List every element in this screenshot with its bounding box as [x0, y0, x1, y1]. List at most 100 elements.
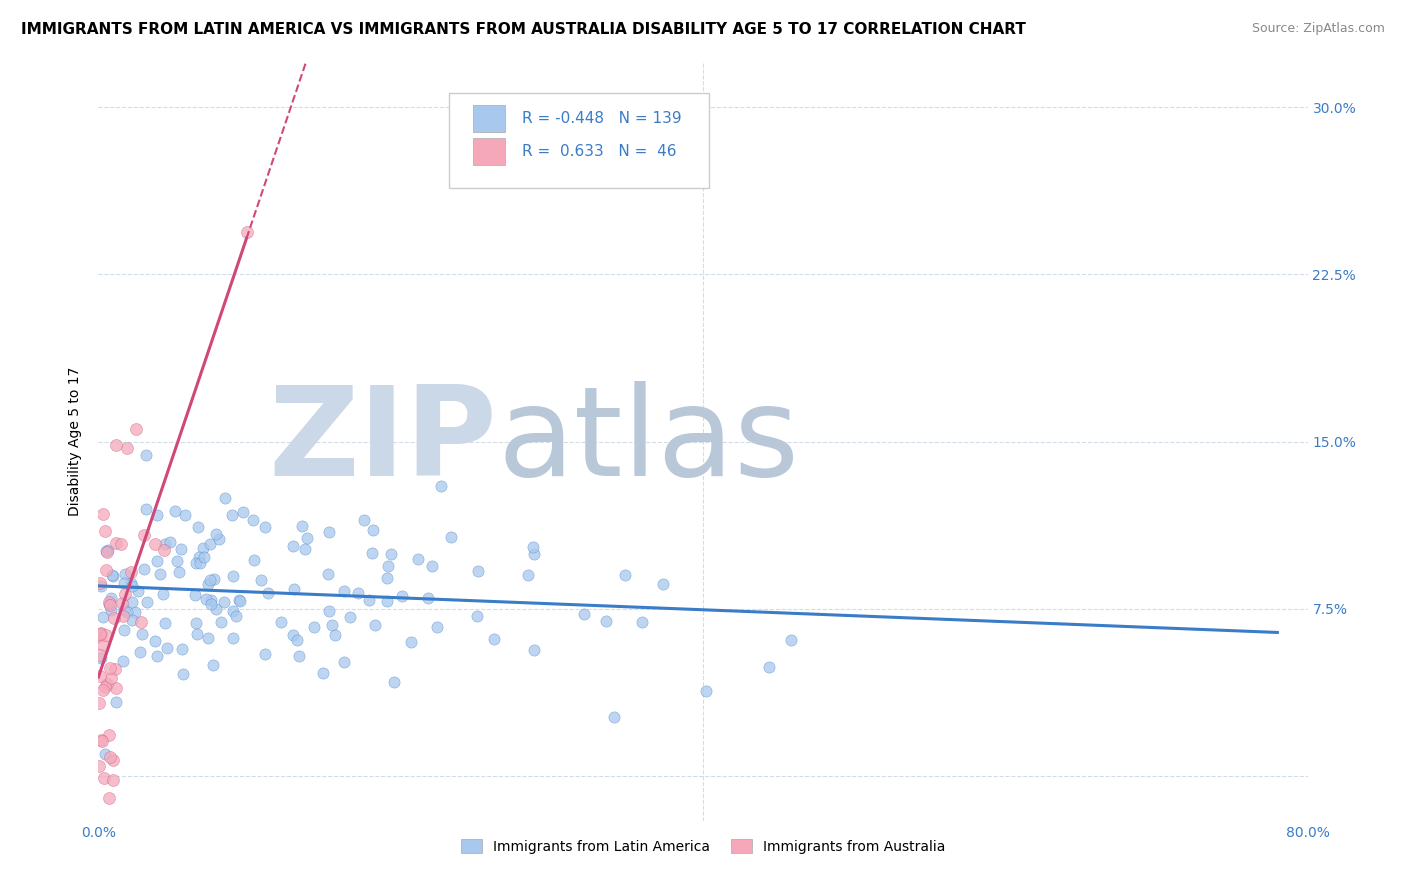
Point: [603, 710, 626, 724]
Point: [229, 594, 252, 608]
Point: [222, 604, 245, 618]
Point: [96, 545, 118, 559]
Point: [94, 524, 117, 539]
Point: [94, 564, 117, 578]
Point: [172, 641, 194, 656]
Point: [103, 662, 125, 676]
Point: [93, 747, 115, 761]
Point: [91, 682, 114, 697]
Point: [135, 448, 157, 462]
Point: [112, 624, 135, 638]
Point: [103, 611, 125, 625]
Point: [112, 603, 135, 617]
Point: [333, 655, 356, 669]
Point: [131, 627, 153, 641]
Point: [204, 527, 226, 541]
Point: [209, 615, 232, 629]
Point: [253, 520, 276, 534]
Point: [361, 523, 384, 537]
Point: [90, 733, 112, 747]
Point: [195, 592, 218, 607]
Point: [214, 491, 236, 505]
Text: Source: ZipAtlas.com: Source: ZipAtlas.com: [1251, 22, 1385, 36]
Point: [90, 734, 112, 748]
Point: [758, 660, 780, 674]
Point: [89, 627, 111, 641]
Point: [228, 593, 250, 607]
Point: [100, 591, 122, 606]
Point: [97, 542, 120, 557]
Point: [186, 627, 208, 641]
Point: [98, 661, 121, 675]
Point: [222, 569, 245, 583]
Point: [90, 626, 112, 640]
Point: [94, 680, 117, 694]
Point: [101, 773, 124, 788]
Point: [120, 576, 142, 591]
Point: [129, 644, 152, 658]
Point: [114, 567, 136, 582]
Point: [98, 595, 121, 609]
Point: [100, 671, 122, 685]
Point: [143, 633, 166, 648]
Point: [318, 604, 340, 618]
Point: [242, 513, 264, 527]
Point: [174, 508, 197, 522]
Point: [184, 615, 207, 630]
Point: [125, 422, 148, 436]
Point: [96, 628, 118, 642]
Point: [202, 572, 225, 586]
Point: [121, 579, 143, 593]
Point: [143, 537, 166, 551]
Point: [695, 683, 717, 698]
Point: [101, 568, 124, 582]
Point: [136, 595, 159, 609]
Point: [406, 552, 429, 566]
Point: [294, 541, 316, 556]
Point: [112, 654, 135, 668]
Point: [115, 441, 138, 455]
Point: [232, 505, 254, 519]
Point: [96, 676, 118, 690]
Point: [146, 554, 169, 568]
Point: [127, 583, 149, 598]
Point: [104, 437, 127, 451]
Point: [221, 631, 243, 645]
Point: [188, 550, 211, 565]
Point: [465, 609, 488, 624]
Point: [288, 648, 311, 663]
Point: [197, 577, 219, 591]
Point: [121, 595, 143, 609]
Point: [377, 558, 399, 573]
Point: [97, 597, 120, 611]
Point: [100, 603, 122, 617]
Point: [94, 543, 117, 558]
Text: IMMIGRANTS FROM LATIN AMERICA VS IMMIGRANTS FROM AUSTRALIA DISABILITY AGE 5 TO 1: IMMIGRANTS FROM LATIN AMERICA VS IMMIGRA…: [21, 22, 1026, 37]
Point: [110, 537, 132, 551]
Point: [295, 531, 318, 545]
Point: [200, 597, 222, 611]
Point: [311, 666, 333, 681]
Point: [104, 695, 127, 709]
Point: [145, 508, 167, 523]
Text: R =  0.633   N =  46: R = 0.633 N = 46: [522, 144, 676, 159]
Point: [170, 542, 193, 557]
Point: [467, 564, 489, 578]
Point: [200, 592, 222, 607]
Point: [101, 569, 124, 583]
Point: [631, 615, 654, 630]
Point: [316, 567, 339, 582]
Point: [291, 519, 314, 533]
Point: [375, 571, 398, 585]
Point: [281, 539, 304, 553]
Point: [422, 558, 444, 573]
Point: [198, 537, 221, 551]
Point: [613, 567, 636, 582]
Point: [418, 591, 440, 606]
Point: [93, 771, 115, 785]
Point: [166, 554, 188, 568]
Point: [163, 503, 186, 517]
Point: [523, 547, 546, 561]
Point: [304, 620, 326, 634]
Point: [257, 586, 280, 600]
